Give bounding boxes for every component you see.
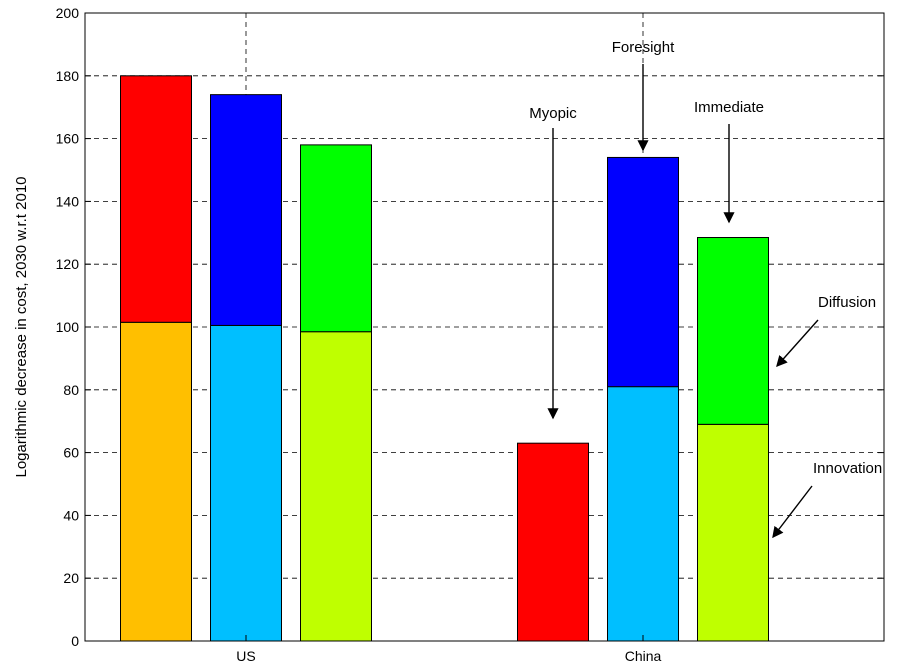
bar-segment — [697, 237, 769, 425]
y-tick-label: 80 — [63, 382, 79, 398]
y-tick-label: 100 — [56, 319, 80, 335]
annotation-label: Innovation — [813, 460, 882, 477]
annotation-arrow — [772, 485, 813, 539]
y-tick-label: 180 — [56, 68, 80, 84]
y-tick-label: 20 — [63, 570, 79, 586]
bar-segment — [120, 75, 192, 323]
y-tick-label: 200 — [56, 5, 80, 21]
bar-segment — [120, 321, 192, 642]
annotation-arrow — [776, 319, 819, 368]
y-tick-label: 40 — [63, 507, 79, 523]
y-tick-label: 120 — [56, 256, 80, 272]
bar-segment — [210, 324, 282, 642]
y-axis: 0 20 40 60 80 100 120 140 160 180 200 — [56, 5, 884, 649]
x-tick-label: US — [236, 648, 255, 664]
y-tick-label: 140 — [56, 193, 80, 209]
y-tick-label: 160 — [56, 131, 80, 147]
bar-segment — [300, 331, 372, 642]
bar-segment — [210, 94, 282, 326]
bars — [120, 75, 769, 642]
annotation-label: Immediate — [694, 99, 764, 116]
y-tick-label: 60 — [63, 445, 79, 461]
y-tick-label: 0 — [71, 633, 79, 649]
annotation-label: Diffusion — [818, 294, 876, 311]
annotations: Myopic Foresight Immediate Diffusion Innovat… — [529, 39, 882, 539]
y-axis-label: Logarithmic decrease in cost, 2030 w.r.t… — [13, 176, 30, 477]
annotation-label: Myopic — [529, 105, 577, 122]
bar-segment — [607, 156, 679, 388]
bar-segment — [300, 144, 372, 333]
annotation-label: Foresight — [612, 39, 675, 56]
x-tick-label: China — [625, 648, 662, 664]
bar-segment — [607, 386, 679, 642]
bar-segment — [517, 442, 589, 642]
x-axis: US China — [236, 635, 661, 664]
bar-segment — [697, 423, 769, 642]
